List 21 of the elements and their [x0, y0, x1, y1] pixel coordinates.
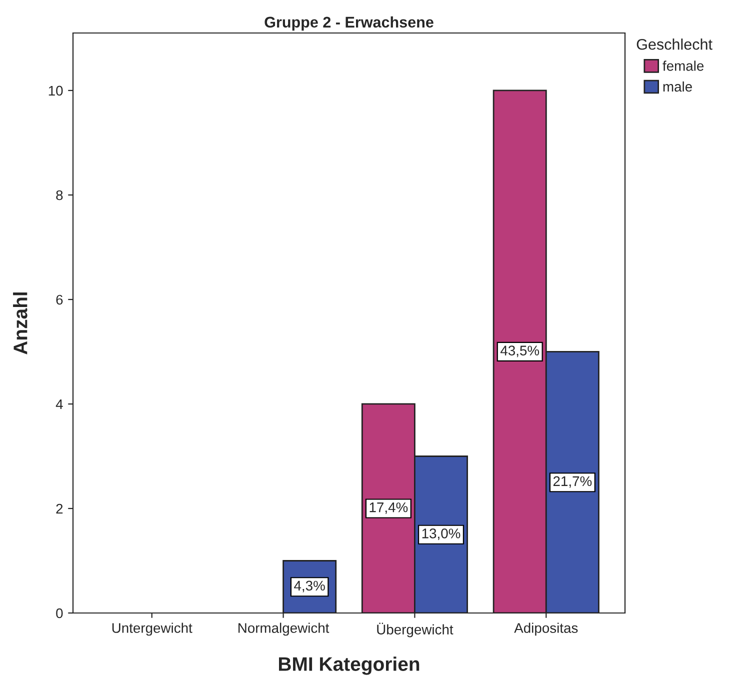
- annotation: 21,7%: [553, 476, 592, 488]
- legend-label: female: [662, 60, 704, 71]
- y-tick-label: 10: [48, 86, 63, 96]
- chart-title: Gruppe 2 - Erwachsene: [264, 16, 434, 31]
- annotation: 4,3%: [294, 580, 325, 592]
- annotation: 17,4%: [370, 502, 408, 514]
- y-tick-label: 4: [56, 399, 63, 410]
- x-tick-label: Untergewicht: [112, 622, 192, 636]
- y-axis-title: Anzahl: [13, 292, 28, 354]
- y-tick-label: 6: [56, 294, 63, 305]
- x-tick-label: Übergewicht: [377, 622, 454, 638]
- x-axis-title: BMI Kategorien: [279, 656, 420, 675]
- y-tick-label: 2: [56, 504, 63, 514]
- x-tick-label: Normalgewicht: [238, 622, 330, 636]
- y-tick-label: 8: [56, 190, 63, 200]
- y-tick-label: 0: [56, 608, 63, 618]
- legend-label: male: [663, 81, 692, 92]
- annotation: 13,0%: [422, 528, 460, 540]
- x-tick-label: Adipositas: [514, 622, 578, 636]
- annotation: 43,5%: [500, 346, 540, 358]
- legend-title: Geschlecht: [636, 38, 712, 50]
